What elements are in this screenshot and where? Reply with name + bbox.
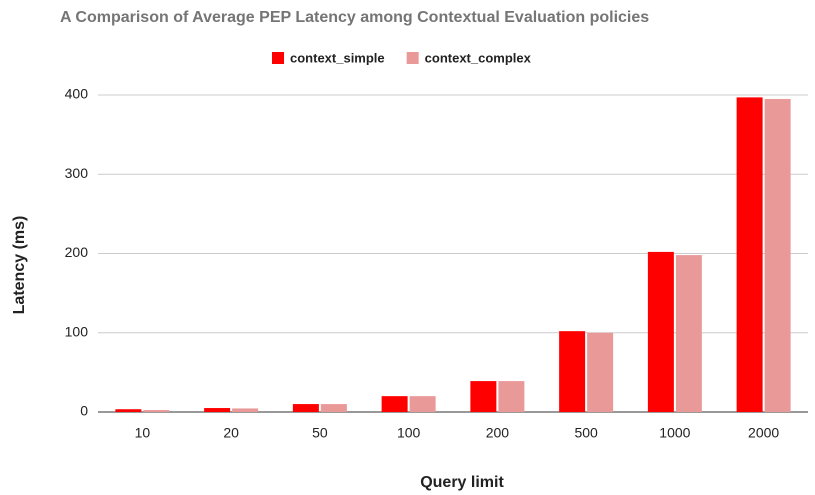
x-tick-label: 50 bbox=[312, 425, 328, 441]
bar bbox=[232, 408, 259, 412]
bar bbox=[409, 396, 436, 412]
x-tick-label: 2000 bbox=[748, 425, 779, 441]
y-tick-label: 400 bbox=[65, 86, 89, 102]
x-tick-label: 10 bbox=[135, 425, 151, 441]
bar bbox=[587, 332, 614, 412]
x-tick-label: 20 bbox=[223, 425, 239, 441]
bar bbox=[115, 409, 142, 412]
x-axis-title: Query limit bbox=[420, 474, 504, 491]
bar bbox=[559, 331, 586, 412]
x-tick-label: 1000 bbox=[659, 425, 690, 441]
bar bbox=[320, 404, 347, 412]
y-tick-label: 0 bbox=[80, 403, 88, 419]
x-tick-label: 200 bbox=[486, 425, 510, 441]
legend-label: context_complex bbox=[425, 50, 532, 65]
bar bbox=[381, 396, 408, 412]
legend-label: context_simple bbox=[290, 50, 385, 65]
bar bbox=[292, 404, 319, 412]
bar bbox=[675, 255, 702, 412]
y-tick-label: 300 bbox=[65, 165, 89, 181]
bar bbox=[470, 381, 497, 412]
bar bbox=[204, 408, 231, 412]
x-tick-label: 100 bbox=[397, 425, 421, 441]
bar bbox=[736, 97, 763, 412]
y-tick-label: 200 bbox=[65, 244, 89, 260]
y-axis-title: Latency (ms) bbox=[11, 216, 28, 315]
chart-title: A Comparison of Average PEP Latency amon… bbox=[60, 9, 649, 26]
legend-swatch bbox=[272, 52, 284, 64]
y-tick-label: 100 bbox=[65, 323, 89, 339]
bar bbox=[647, 251, 674, 412]
x-tick-label: 500 bbox=[574, 425, 598, 441]
bar bbox=[498, 381, 525, 412]
bar bbox=[764, 98, 791, 413]
bar bbox=[143, 410, 170, 412]
legend-swatch bbox=[406, 52, 419, 64]
